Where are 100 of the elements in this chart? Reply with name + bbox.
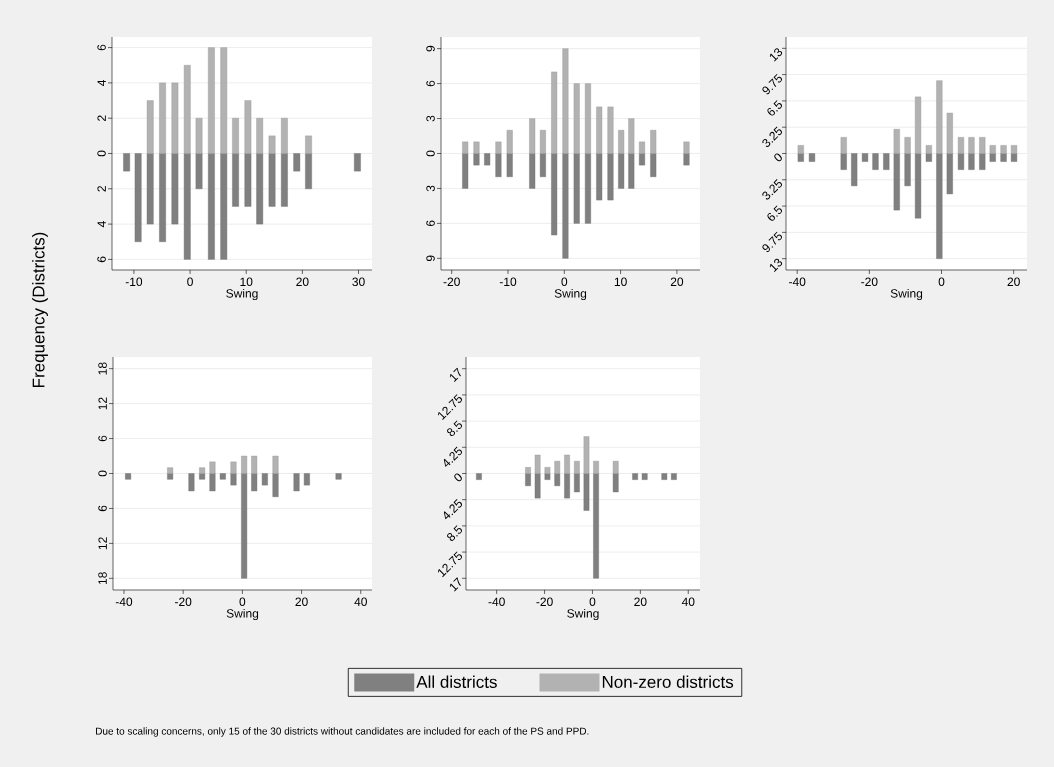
- bar: [251, 455, 258, 474]
- bar: [529, 153, 536, 189]
- bar: [551, 71, 558, 154]
- bar: [303, 473, 310, 486]
- bar: [607, 153, 614, 201]
- bar: [232, 153, 239, 207]
- y-tick-label: 6: [98, 505, 107, 512]
- bar: [305, 153, 312, 189]
- bar: [473, 141, 480, 154]
- x-axis-title: Swing: [226, 608, 259, 621]
- y-tick-label: 2: [97, 186, 106, 192]
- x-tick-label: 20: [1007, 277, 1020, 287]
- bar: [125, 473, 132, 480]
- y-tick-label: 6: [97, 44, 106, 51]
- bar: [539, 129, 546, 154]
- x-axis-title: Swing: [890, 288, 923, 301]
- y-tick-label: 2: [97, 115, 106, 121]
- bar: [473, 153, 480, 166]
- bar: [354, 153, 361, 172]
- y-tick-label: 13: [769, 48, 783, 62]
- bar: [146, 100, 154, 154]
- bar: [650, 129, 657, 154]
- x-tick-label: 10: [240, 277, 253, 287]
- bar: [584, 153, 591, 224]
- x-tick-label: -10: [499, 277, 517, 287]
- bar: [281, 117, 288, 154]
- bar: [159, 153, 166, 242]
- x-tick-label: 10: [614, 277, 627, 287]
- bar: [596, 153, 603, 201]
- bar: [195, 153, 203, 189]
- bar: [195, 117, 203, 154]
- y-tick-label: 8.5: [447, 525, 463, 541]
- bar: [159, 82, 166, 154]
- x-tick-label: 20: [295, 597, 308, 607]
- bar: [256, 153, 264, 225]
- x-tick-label: -20: [443, 277, 460, 287]
- bar: [171, 153, 179, 225]
- x-tick-label: -40: [115, 597, 133, 607]
- bar: [209, 473, 216, 492]
- bar: [268, 153, 276, 207]
- x-axis-title: Swing: [226, 288, 258, 301]
- bar: [639, 153, 645, 166]
- y-tick-label: 4.25: [443, 499, 463, 520]
- x-tick-label: 0: [187, 277, 193, 287]
- bar: [251, 473, 258, 492]
- bar: [573, 153, 580, 224]
- bar: [232, 117, 239, 154]
- bar: [506, 153, 513, 177]
- y-tick-label: 17: [449, 367, 461, 382]
- bar: [208, 153, 215, 260]
- y-axis-title: Frequency (Districts): [32, 232, 48, 387]
- x-tick-label: -20: [175, 597, 192, 607]
- y-tick-label: 12: [98, 537, 107, 550]
- x-tick-label: -40: [789, 277, 806, 287]
- text: Due to scaling concerns, only 15 of the 30 districts without candidates are included for each of the PS and PPD.: [96, 727, 589, 737]
- bar: [230, 473, 237, 486]
- bar: [683, 153, 690, 166]
- bar: [209, 461, 216, 474]
- bar: [618, 153, 625, 189]
- bar: [562, 48, 569, 154]
- legend-label: All districts: [416, 675, 497, 688]
- y-tick-label: 0: [426, 150, 435, 157]
- bar: [628, 153, 635, 189]
- y-tick-label: 18: [98, 362, 107, 375]
- y-tick-label: 18: [98, 572, 107, 585]
- bar: [219, 473, 226, 480]
- y-tick-label: 4: [97, 221, 106, 228]
- bar: [244, 153, 252, 207]
- bar: [293, 473, 300, 492]
- y-tick-label: 13: [769, 258, 783, 272]
- y-tick-label: 0: [774, 153, 782, 162]
- bar: [562, 153, 569, 259]
- x-tick-label: 0: [561, 277, 568, 287]
- x-tick-label: 0: [938, 277, 945, 287]
- bar: [596, 106, 603, 154]
- x-tick-label: -40: [488, 597, 505, 607]
- bar: [199, 473, 206, 480]
- bar: [167, 467, 174, 474]
- bar: [272, 473, 279, 497]
- y-tick-label: 0: [98, 470, 107, 477]
- x-tick-label: 30: [352, 277, 365, 287]
- bar: [539, 153, 546, 177]
- bar: [293, 153, 301, 172]
- y-tick-label: 9.75: [762, 231, 783, 253]
- y-tick-label: 6.5: [767, 100, 783, 116]
- y-tick-label: 6: [97, 256, 106, 263]
- bar: [261, 473, 268, 486]
- bar: [529, 118, 536, 154]
- bar: [220, 47, 228, 154]
- y-tick-label: 6: [426, 220, 435, 227]
- bar: [335, 473, 342, 480]
- y-tick-label: 6.5: [767, 205, 783, 221]
- bar: [506, 129, 513, 154]
- bar: [134, 153, 142, 242]
- y-tick-label: 4: [97, 79, 106, 86]
- x-tick-label: 0: [589, 597, 596, 607]
- bar: [183, 153, 191, 260]
- x-tick-label: 40: [354, 597, 367, 607]
- bar: [171, 82, 179, 154]
- bar: [272, 455, 279, 474]
